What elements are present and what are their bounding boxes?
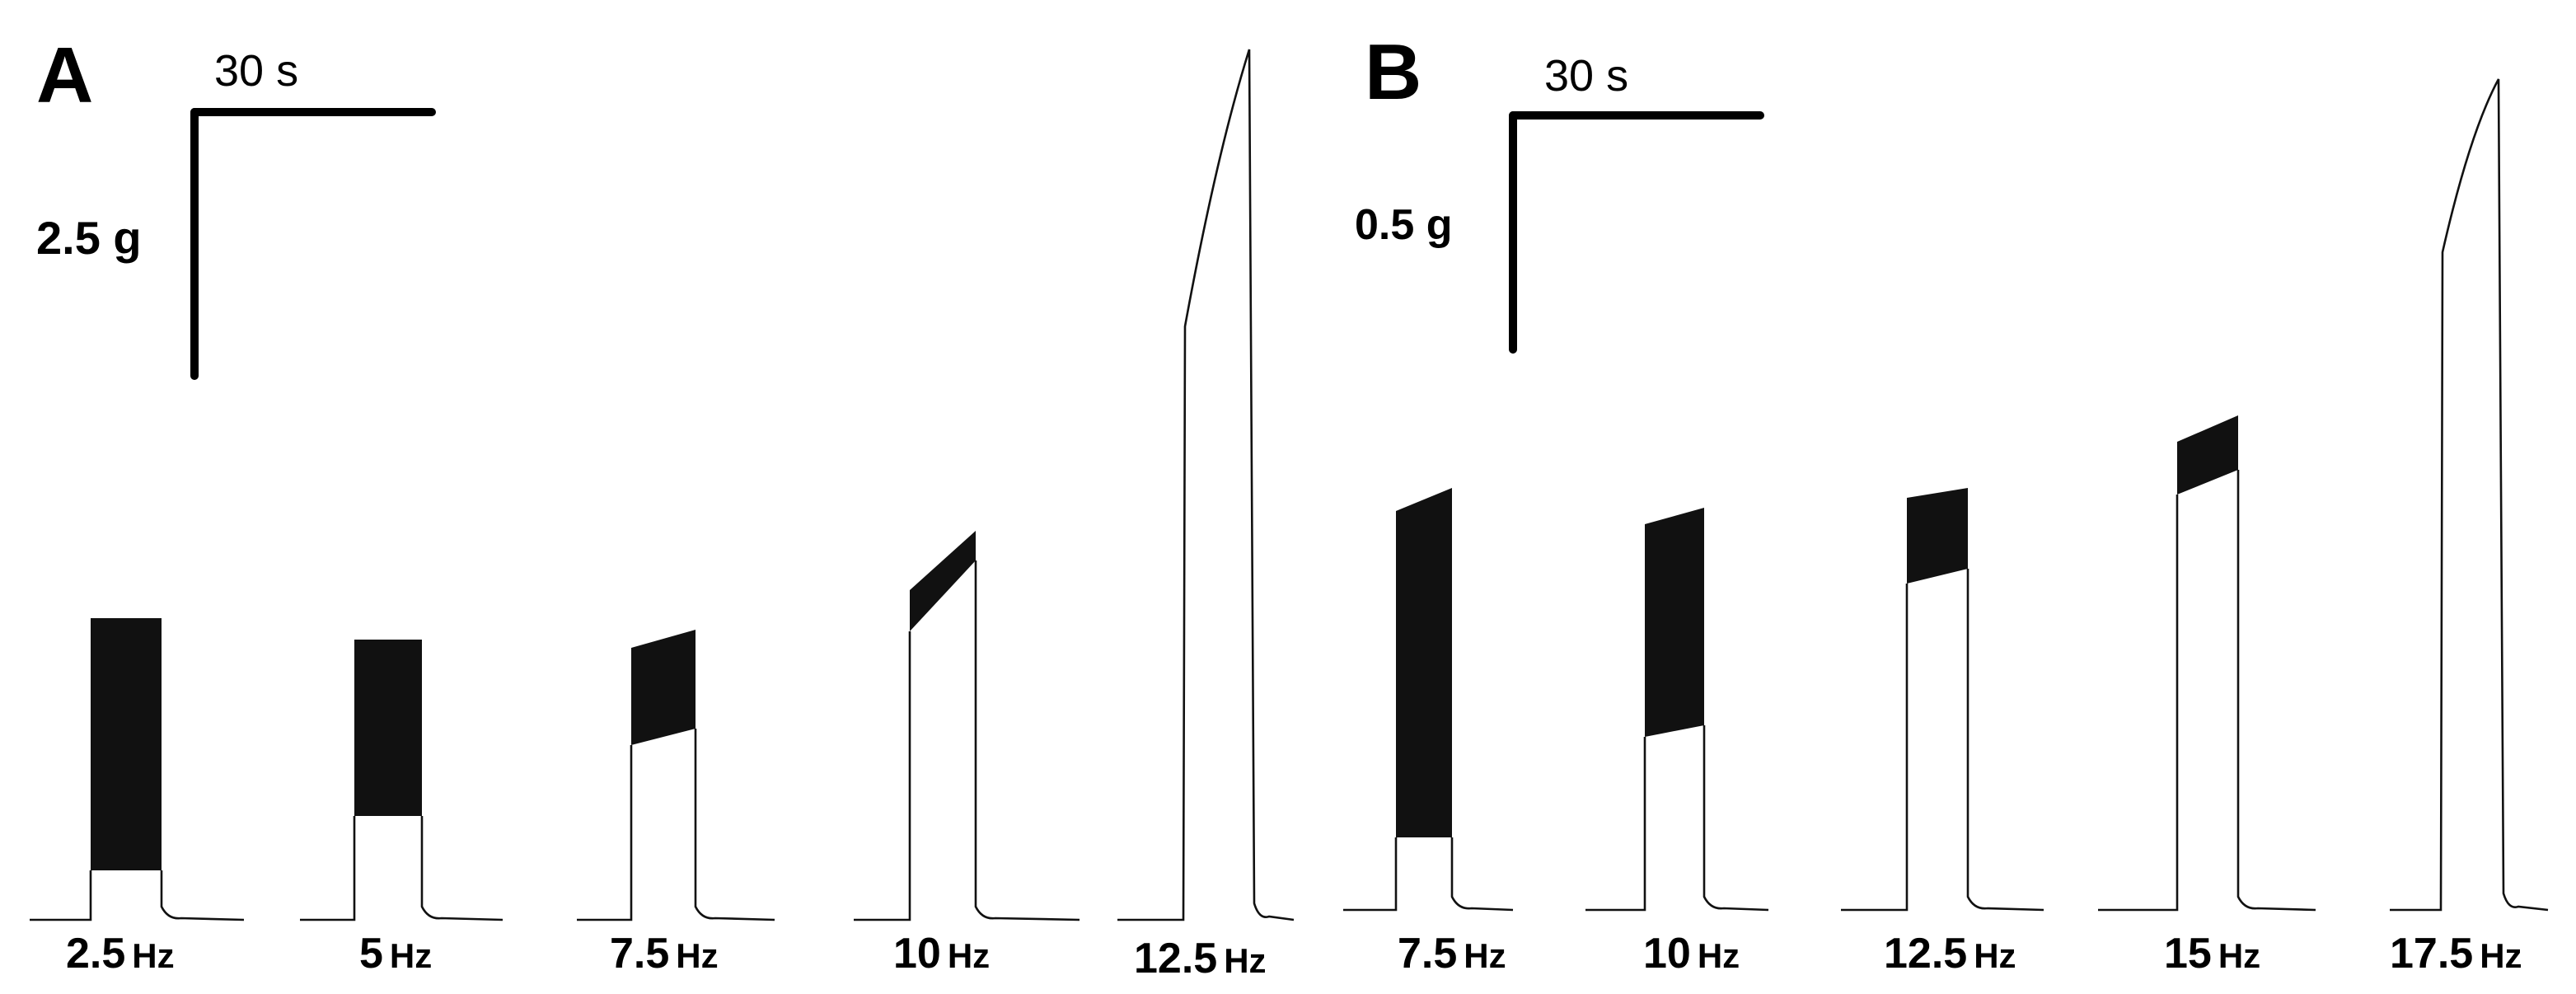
- baseline-trace: [2098, 470, 2316, 912]
- tetanic-oscillation: [1396, 488, 1452, 837]
- tetanic-oscillation: [2177, 415, 2238, 495]
- panel-label: B: [1365, 28, 1421, 116]
- frequency-label: 2.5 Hz: [66, 930, 175, 978]
- baseline-trace: [1841, 569, 2044, 912]
- frequency-label: 5 Hz: [359, 930, 432, 978]
- frequency-label: 7.5 Hz: [610, 930, 719, 978]
- baseline-trace: [1585, 725, 1769, 912]
- frequency-unit: Hz: [1464, 936, 1506, 975]
- baseline-trace: [300, 816, 503, 921]
- frequency-unit: Hz: [390, 936, 432, 975]
- frequency-value: 12.5: [1884, 930, 1967, 978]
- frequency-label: 17.5 Hz: [2390, 930, 2522, 978]
- frequency-value: 10: [1643, 930, 1691, 978]
- force-scale: 2.5 g: [36, 212, 142, 264]
- frequency-value: 2.5: [66, 930, 125, 978]
- baseline-trace: [854, 560, 1080, 921]
- frequency-value: 17.5: [2390, 930, 2473, 978]
- frequency-unit: Hz: [1224, 941, 1266, 980]
- force-trace: [1117, 49, 1295, 921]
- time-scale: 30 s: [1544, 51, 1628, 101]
- frequency-value: 7.5: [610, 930, 669, 978]
- force-trace: [300, 640, 503, 921]
- force-trace: [854, 531, 1080, 921]
- force-trace: [1841, 488, 2044, 912]
- baseline-trace: [1117, 49, 1295, 921]
- frequency-value: 15: [2164, 930, 2212, 978]
- frequency-label: 7.5 Hz: [1398, 930, 1506, 978]
- frequency-label: 10 Hz: [893, 930, 990, 978]
- frequency-value: 10: [893, 930, 941, 978]
- force-trace: [1585, 508, 1769, 912]
- frequency-label: 12.5 Hz: [1884, 930, 2016, 978]
- baseline-trace: [2390, 78, 2549, 912]
- force-trace: [577, 630, 775, 921]
- baseline-trace: [1343, 837, 1514, 912]
- force-trace: [30, 618, 245, 921]
- baseline-trace: [30, 870, 245, 921]
- force-scale: 0.5 g: [1355, 201, 1453, 249]
- panel-label: A: [36, 31, 93, 120]
- tetanic-oscillation: [1907, 488, 1968, 584]
- frequency-label: 10 Hz: [1643, 930, 1740, 978]
- force-trace: [1343, 488, 1514, 912]
- tetanic-oscillation: [91, 618, 162, 870]
- frequency-unit: Hz: [676, 936, 718, 975]
- frequency-unit: Hz: [1698, 936, 1740, 975]
- force-trace: [2390, 78, 2549, 912]
- frequency-value: 12.5: [1134, 935, 1217, 982]
- frequency-unit: Hz: [948, 936, 990, 975]
- baseline-trace: [577, 729, 775, 921]
- frequency-value: 7.5: [1398, 930, 1457, 978]
- frequency-unit: Hz: [2218, 936, 2260, 975]
- frequency-unit: Hz: [1974, 936, 2016, 975]
- frequency-label: 12.5 Hz: [1134, 935, 1267, 982]
- tetanic-oscillation: [631, 630, 696, 745]
- tetanic-oscillation: [910, 531, 976, 631]
- time-scale: 30 s: [214, 46, 298, 96]
- frequency-label: 15 Hz: [2164, 930, 2260, 978]
- frequency-unit: Hz: [2480, 936, 2522, 975]
- frequency-value: 5: [359, 930, 383, 978]
- force-trace: [2098, 415, 2316, 912]
- frequency-unit: Hz: [132, 936, 174, 975]
- tetanic-oscillation: [354, 640, 422, 816]
- tetanic-oscillation: [1645, 508, 1704, 737]
